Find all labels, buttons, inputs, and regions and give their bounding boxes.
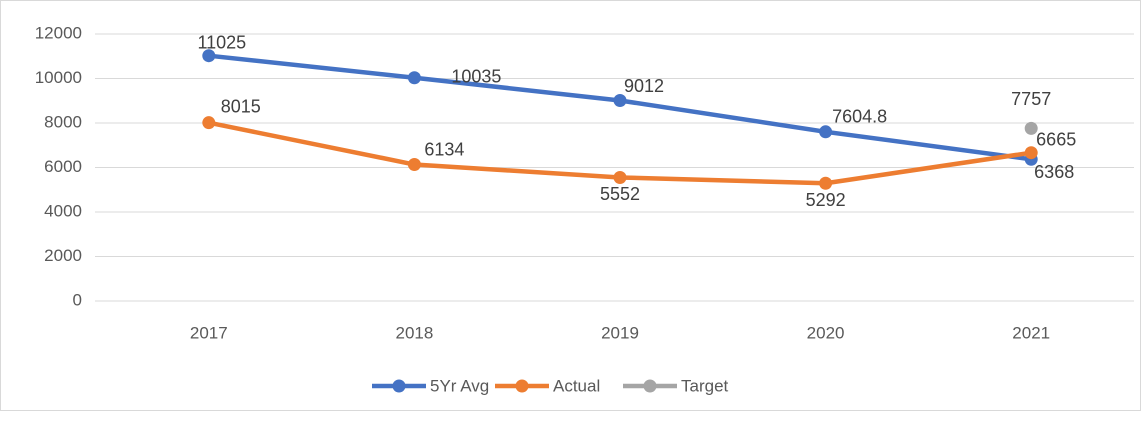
point (819, 125, 833, 139)
y-tick-label: 8000 (44, 112, 82, 131)
x-tick-label: 2017 (190, 323, 228, 342)
data-label: 10035 (451, 66, 501, 86)
y-tick-label: 10000 (35, 68, 82, 87)
data-label: 6368 (1034, 162, 1074, 182)
point (613, 93, 627, 107)
point (1024, 146, 1038, 160)
legend-label: 5Yr Avg (430, 376, 489, 395)
point (202, 49, 216, 63)
point (407, 158, 421, 172)
x-tick-label: 2018 (395, 323, 433, 342)
y-tick-label: 4000 (44, 201, 82, 220)
chart-border (0, 0, 1141, 411)
point (202, 116, 216, 130)
data-label: 6134 (424, 139, 464, 159)
y-tick-label: 12000 (35, 23, 82, 42)
data-label: 5292 (806, 190, 846, 210)
data-label: 7757 (1011, 89, 1051, 109)
point (819, 176, 833, 190)
data-label: 6665 (1036, 129, 1076, 149)
y-tick-label: 0 (73, 290, 82, 309)
point (613, 170, 627, 184)
point (1024, 121, 1038, 135)
legend-marker (643, 379, 657, 393)
data-label: 7604.8 (832, 107, 887, 127)
x-tick-label: 2020 (807, 323, 845, 342)
legend-label: Actual (553, 376, 600, 395)
y-tick-label: 2000 (44, 246, 82, 265)
data-label: 11025 (197, 32, 246, 52)
data-label: 8015 (221, 96, 261, 116)
y-tick-label: 6000 (44, 157, 82, 176)
x-tick-label: 2021 (1012, 323, 1050, 342)
data-label: 9012 (624, 76, 664, 96)
data-label: 5552 (600, 184, 640, 204)
legend-marker (515, 379, 529, 393)
x-tick-label: 2019 (601, 323, 639, 342)
point (407, 71, 421, 85)
legend-marker (392, 379, 406, 393)
legend-label: Target (681, 376, 729, 395)
